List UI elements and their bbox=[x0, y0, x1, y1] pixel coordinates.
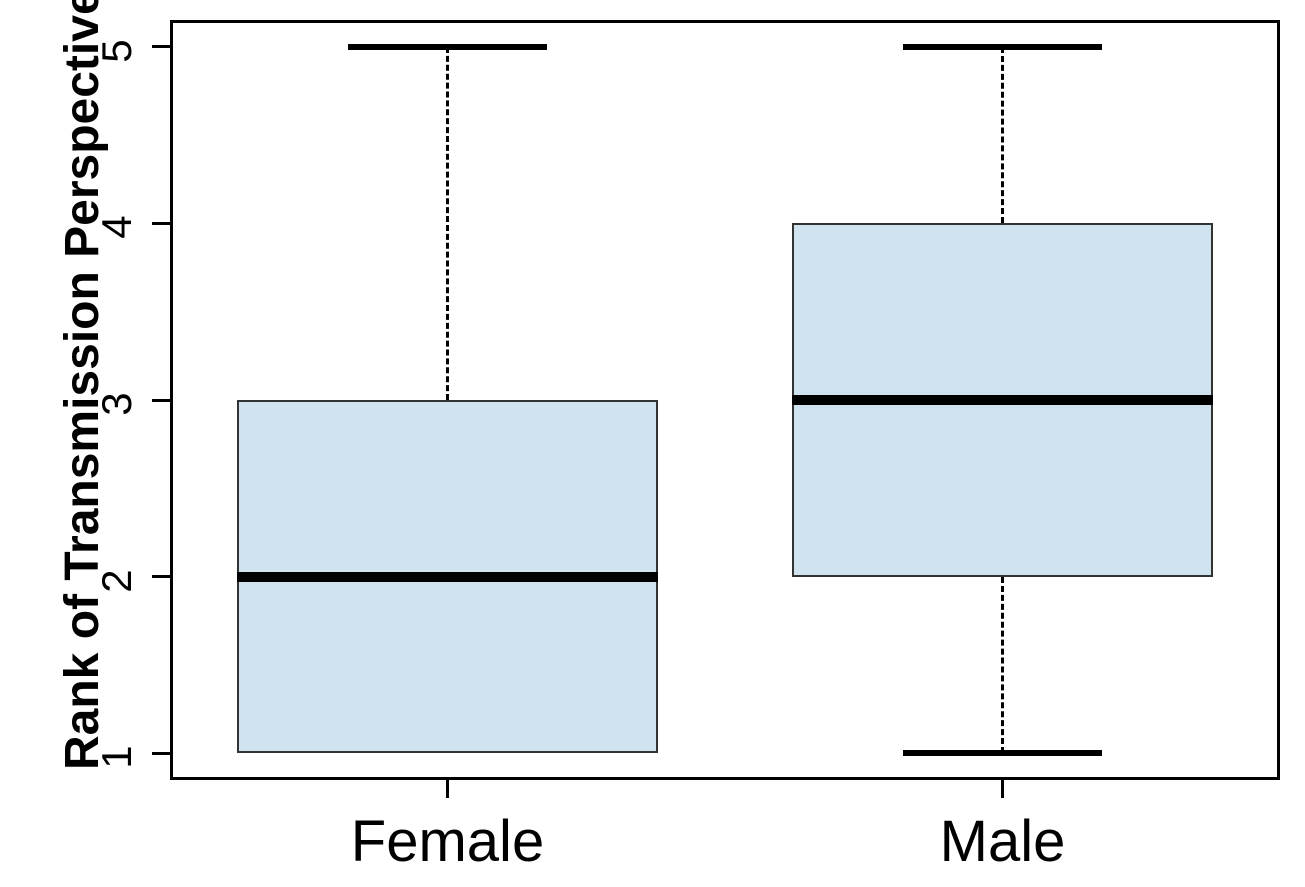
y-tick-label: 1 bbox=[93, 737, 141, 777]
y-tick-mark bbox=[152, 752, 170, 755]
y-tick-mark bbox=[152, 45, 170, 48]
boxplot-chart: Rank of Transmission Perspective 12345 F… bbox=[0, 0, 1305, 887]
upper-whisker-female bbox=[446, 47, 449, 400]
upper-whisker-male bbox=[1001, 47, 1004, 224]
median-female bbox=[237, 572, 659, 582]
y-tick-mark bbox=[152, 222, 170, 225]
y-tick-label: 2 bbox=[93, 561, 141, 601]
x-tick-mark bbox=[446, 780, 449, 798]
y-tick-label: 3 bbox=[93, 384, 141, 424]
y-tick-mark bbox=[152, 399, 170, 402]
x-tick-mark bbox=[1001, 780, 1004, 798]
lower-whisker-cap-male bbox=[903, 750, 1103, 756]
median-male bbox=[792, 395, 1214, 405]
upper-whisker-cap-male bbox=[903, 44, 1103, 50]
y-tick-mark bbox=[152, 575, 170, 578]
y-tick-label: 5 bbox=[93, 31, 141, 71]
upper-whisker-cap-female bbox=[348, 44, 548, 50]
y-tick-label: 4 bbox=[93, 207, 141, 247]
x-axis-label-female: Female bbox=[298, 808, 598, 875]
lower-whisker-male bbox=[1001, 577, 1004, 754]
x-axis-label-male: Male bbox=[853, 808, 1153, 875]
